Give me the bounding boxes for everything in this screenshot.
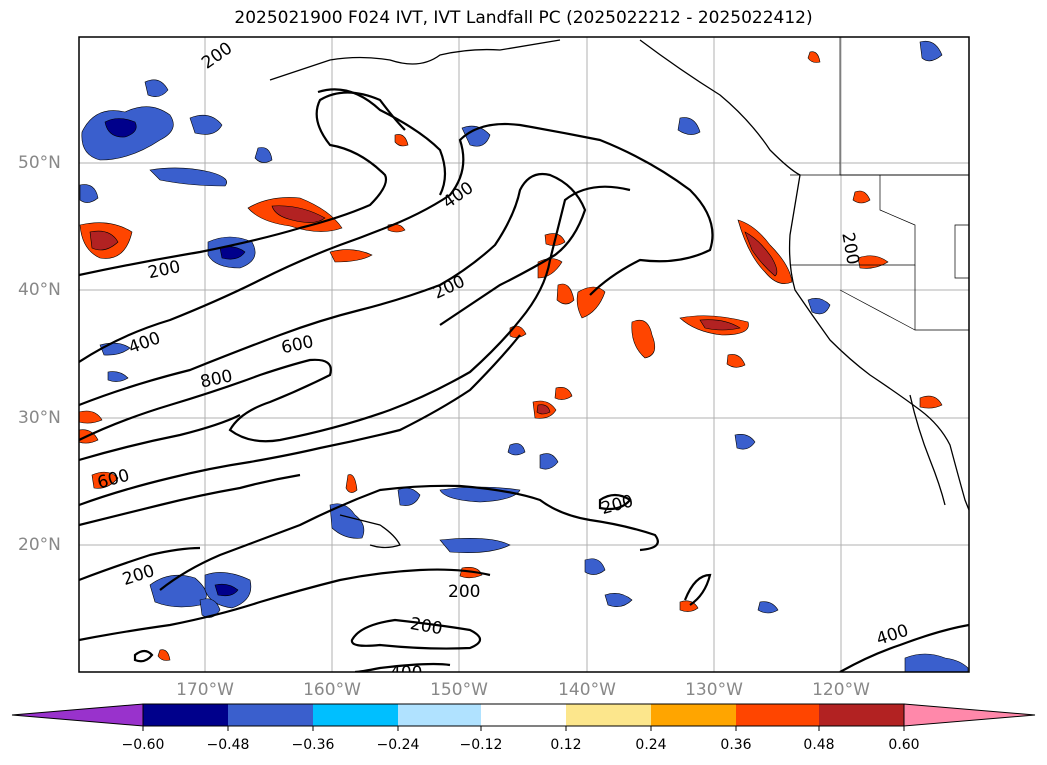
- contour-label: 200: [448, 582, 480, 602]
- positive-pc-patches: [79, 51, 943, 661]
- colorbar-tick: 0.60: [888, 737, 920, 753]
- colorbar-bin: [313, 704, 398, 726]
- colorbar-tick: −0.36: [291, 737, 335, 753]
- lon-label-160w: 160°W: [303, 680, 361, 700]
- contour-label: 200: [430, 272, 468, 304]
- colorbar-min-extension: [11, 703, 144, 727]
- lon-label-170w: 170°W: [176, 680, 234, 700]
- colorbar-bin: [481, 704, 566, 726]
- lat-label-50n: 50°N: [18, 153, 61, 173]
- negative-pc-patches: [79, 41, 969, 672]
- colorbar-tick: 0.36: [720, 737, 752, 753]
- lon-label-140w: 140°W: [558, 680, 616, 700]
- colorbar-bin: [398, 704, 481, 726]
- contour-label: 200: [409, 614, 444, 639]
- map-title: 2025021900 F024 IVT, IVT Landfall PC (20…: [234, 8, 813, 28]
- colorbar-tick: 0.48: [803, 737, 835, 753]
- colorbar-bin: [736, 704, 819, 726]
- borders: [790, 37, 969, 331]
- colorbar-tick: −0.60: [121, 737, 165, 753]
- lon-label-120w: 120°W: [812, 680, 870, 700]
- map-frame: [78, 36, 970, 673]
- lon-label-150w: 150°W: [430, 680, 488, 700]
- colorbar-bin: [143, 704, 228, 726]
- gridlines: [79, 37, 969, 672]
- colorbar-tick: 0.12: [550, 737, 582, 753]
- lat-label-40n: 40°N: [18, 280, 61, 300]
- colorbar-tick: −0.12: [459, 737, 503, 753]
- colorbar-max-extension: [903, 703, 1036, 727]
- contour-label: 800: [199, 366, 235, 392]
- lat-label-30n: 30°N: [18, 408, 61, 428]
- ivt-contours: [79, 88, 969, 672]
- colorbar-bin: [651, 704, 736, 726]
- colorbar-bin: [228, 704, 313, 726]
- colorbar-tick: 0.24: [635, 737, 667, 753]
- lon-label-130w: 130°W: [685, 680, 743, 700]
- contour-label: 400: [874, 621, 911, 650]
- colorbar: [11, 703, 1036, 731]
- colorbar-tick: −0.24: [376, 737, 420, 753]
- colorbar-bin: [566, 704, 651, 726]
- lat-label-20n: 20°N: [18, 535, 61, 555]
- coastline: [269, 39, 969, 549]
- contour-label: 600: [280, 332, 316, 358]
- contour-label: 200: [198, 38, 236, 73]
- contour-label: 400: [390, 663, 422, 683]
- colorbar-tick: −0.48: [206, 737, 250, 753]
- contour-label: 200: [599, 491, 636, 519]
- colorbar-bin: [819, 704, 904, 726]
